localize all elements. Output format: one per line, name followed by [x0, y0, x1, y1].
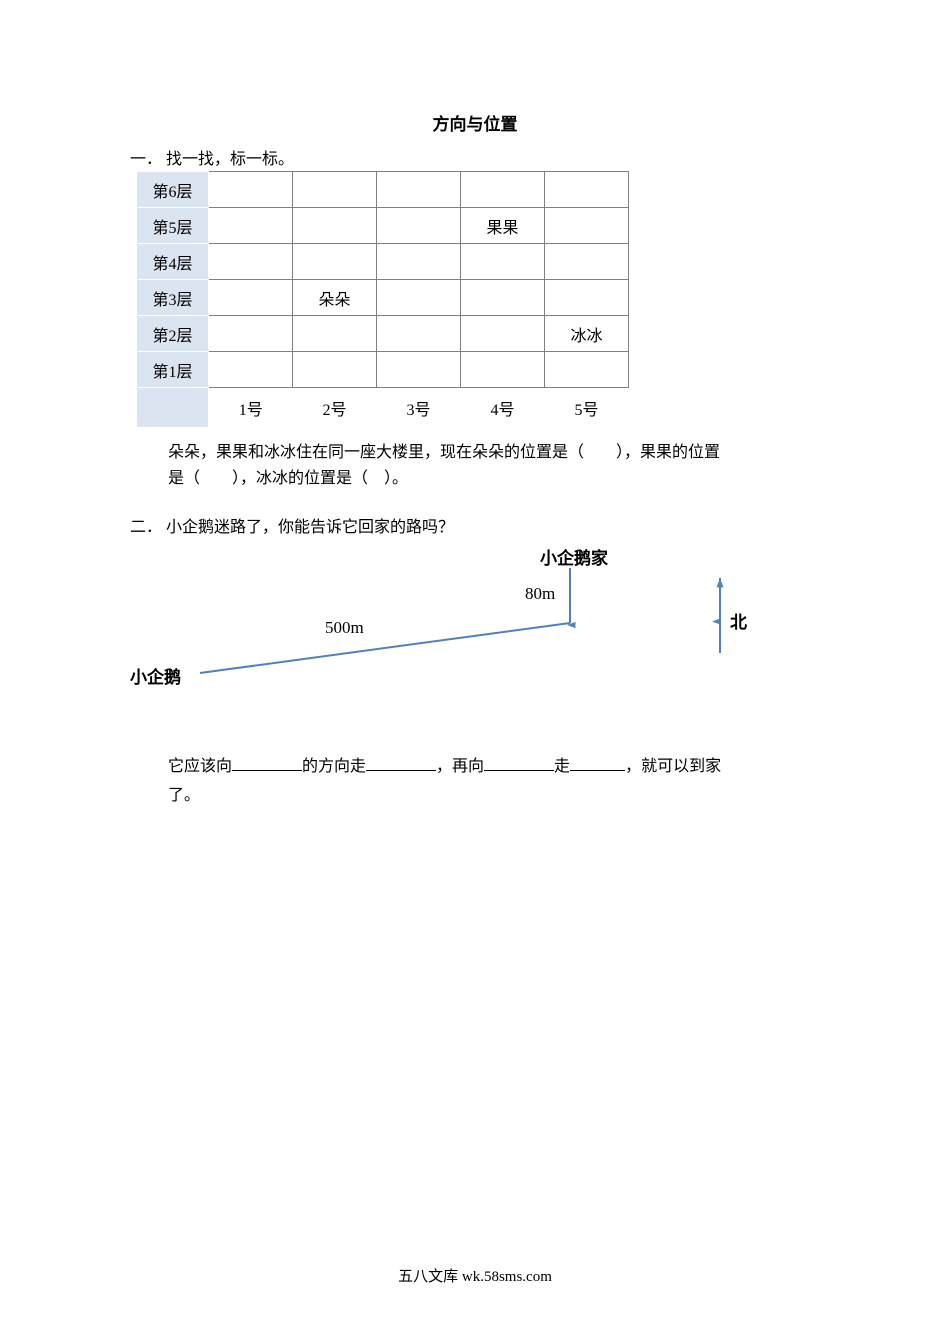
- grid-cell: [377, 352, 461, 388]
- grid-cell: 果果: [461, 208, 545, 244]
- floor-label: 第6层: [137, 172, 209, 208]
- floor-label: 第2层: [137, 316, 209, 352]
- grid-cell: [377, 280, 461, 316]
- grid-cell: [461, 352, 545, 388]
- label-start: 小企鹅: [130, 663, 181, 688]
- grid-cell: [461, 244, 545, 280]
- section1-num: 一．: [130, 145, 162, 169]
- penguin-diagram: 小企鹅家 小企鹅 北 500m 80m: [130, 543, 780, 743]
- grid-cell: [545, 352, 629, 388]
- grid-cell: 朵朵: [293, 280, 377, 316]
- grid-cell: [209, 208, 293, 244]
- column-label: 1号: [209, 388, 293, 428]
- q2-t2: 的方向走: [302, 758, 366, 775]
- floor-label: 第3层: [137, 280, 209, 316]
- grid-cell: [293, 316, 377, 352]
- building-table: 第6层第5层 果果第4层第3层 朵朵第2层 冰冰第1层1号2号3号4号5号: [136, 171, 629, 428]
- section2-text: 小企鹅迷路了，你能告诉它回家的路吗？: [166, 519, 454, 536]
- column-label: 4号: [461, 388, 545, 428]
- q2-t5: ，就可以到家: [625, 758, 721, 775]
- grid-cell: [377, 172, 461, 208]
- section2-num: 二．: [130, 513, 162, 537]
- grid-cell: [293, 352, 377, 388]
- grid-cell: [293, 208, 377, 244]
- page-footer: 五八文库 wk.58sms.com: [0, 1265, 950, 1286]
- grid-cell: [545, 280, 629, 316]
- grid-cell: [209, 280, 293, 316]
- floor-label-blank: [137, 388, 209, 428]
- grid-cell: 冰冰: [545, 316, 629, 352]
- q2-t3: ，再向: [436, 758, 484, 775]
- q2-t4: 走: [554, 758, 570, 775]
- grid-cell: [461, 316, 545, 352]
- q1-line1: 朵朵，果果和冰冰住在同一座大楼里，现在朵朵的位置是（ ），果果的位置: [168, 444, 720, 461]
- label-home: 小企鹅家: [540, 544, 608, 569]
- grid-cell: [377, 316, 461, 352]
- grid-cell: [293, 244, 377, 280]
- grid-cell: [209, 244, 293, 280]
- q2-t1: 它应该向: [168, 758, 232, 775]
- column-label: 5号: [545, 388, 629, 428]
- grid-cell: [545, 208, 629, 244]
- floor-label: 第4层: [137, 244, 209, 280]
- section1-body: 朵朵，果果和冰冰住在同一座大楼里，现在朵朵的位置是（ ），果果的位置 是（ ），…: [168, 440, 788, 491]
- label-distance-500m: 500m: [325, 618, 364, 638]
- section2-answer: 它应该向 的方向走 ，再向 走 ，就可以到家了。: [168, 753, 808, 811]
- blank-3: [484, 754, 554, 771]
- grid-cell: [377, 208, 461, 244]
- grid-cell: [461, 280, 545, 316]
- column-label: 2号: [293, 388, 377, 428]
- grid-cell: [461, 172, 545, 208]
- label-distance-80m: 80m: [525, 584, 555, 604]
- label-north: 北: [730, 608, 747, 633]
- penguin-svg: [130, 543, 780, 743]
- grid-cell: [209, 316, 293, 352]
- floor-label: 第5层: [137, 208, 209, 244]
- grid-cell: [377, 244, 461, 280]
- section1-text: 找一找，标一标。: [166, 151, 294, 168]
- q2-t6: 了。: [168, 787, 200, 804]
- q1-line2: 是（ ），冰冰的位置是（ ）。: [168, 470, 408, 487]
- blank-2: [366, 754, 436, 771]
- grid-cell: [293, 172, 377, 208]
- section2-heading: 二． 小企鹅迷路了，你能告诉它回家的路吗？: [130, 513, 820, 537]
- grid-cell: [545, 244, 629, 280]
- section1-heading: 一． 找一找，标一标。: [130, 145, 820, 169]
- grid-cell: [209, 352, 293, 388]
- floor-label: 第1层: [137, 352, 209, 388]
- blank-1: [232, 754, 302, 771]
- blank-4: [570, 754, 625, 771]
- column-label: 3号: [377, 388, 461, 428]
- building-grid: 第6层第5层 果果第4层第3层 朵朵第2层 冰冰第1层1号2号3号4号5号: [136, 171, 820, 428]
- grid-cell: [545, 172, 629, 208]
- grid-cell: [209, 172, 293, 208]
- page-title: 方向与位置: [130, 110, 820, 135]
